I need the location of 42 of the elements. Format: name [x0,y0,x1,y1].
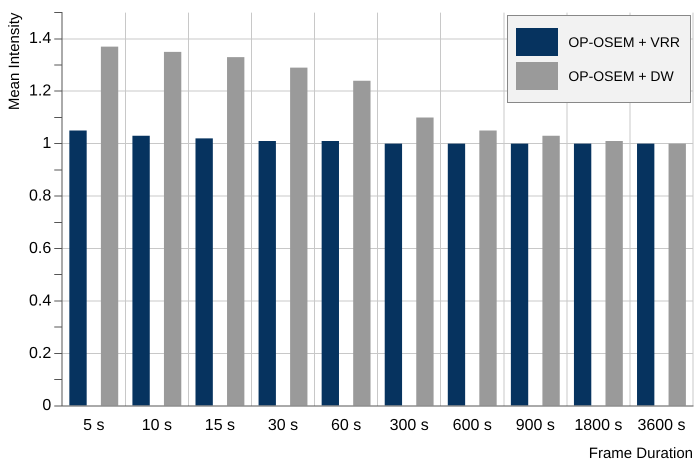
bar [227,57,244,406]
bar [416,117,434,406]
x-tick-label: 15 s [204,416,236,434]
bar [132,136,150,406]
bar [542,136,560,406]
bar [353,80,371,406]
x-tick-label: 1800 s [574,416,622,434]
legend-label: OP-OSEM + VRR [568,34,680,50]
y-tick-label: 0.8 [28,188,52,204]
bar [637,144,654,406]
y-tick-label: 1.4 [28,30,52,48]
bar [100,46,118,406]
bar [448,144,466,406]
x-tick-label: 10 s [142,416,172,434]
bar [384,144,402,406]
bar [479,130,497,406]
x-tick-label: 3600 s [637,416,686,434]
x-tick-label: 900 s [516,416,555,434]
y-tick-label: 0 [42,397,52,414]
bar [195,138,213,406]
legend-label: OP-OSEM + DW [568,68,674,84]
bar [574,144,592,406]
y-axis-title: Mean Intensity [6,12,24,110]
x-tick-label: 60 s [330,416,362,434]
bar [605,141,623,406]
bar [164,52,182,406]
y-tick-label: 0.4 [28,292,52,310]
bar [510,144,528,406]
bar [258,141,276,406]
x-tick-label: 5 s [83,416,104,434]
bar [69,130,87,406]
y-tick-label: 1.2 [28,82,52,100]
y-tick-label: 0.2 [28,344,52,362]
x-tick-label: 30 s [268,416,298,434]
bar [322,141,339,406]
y-tick-label: 0.6 [28,240,52,257]
x-tick-label: 300 s [390,416,429,434]
x-axis-title: Frame Duration [588,445,693,462]
bar [668,144,686,406]
y-tick-label: 1 [42,135,52,152]
x-tick-label: 600 s [452,416,492,434]
bar [290,68,308,406]
